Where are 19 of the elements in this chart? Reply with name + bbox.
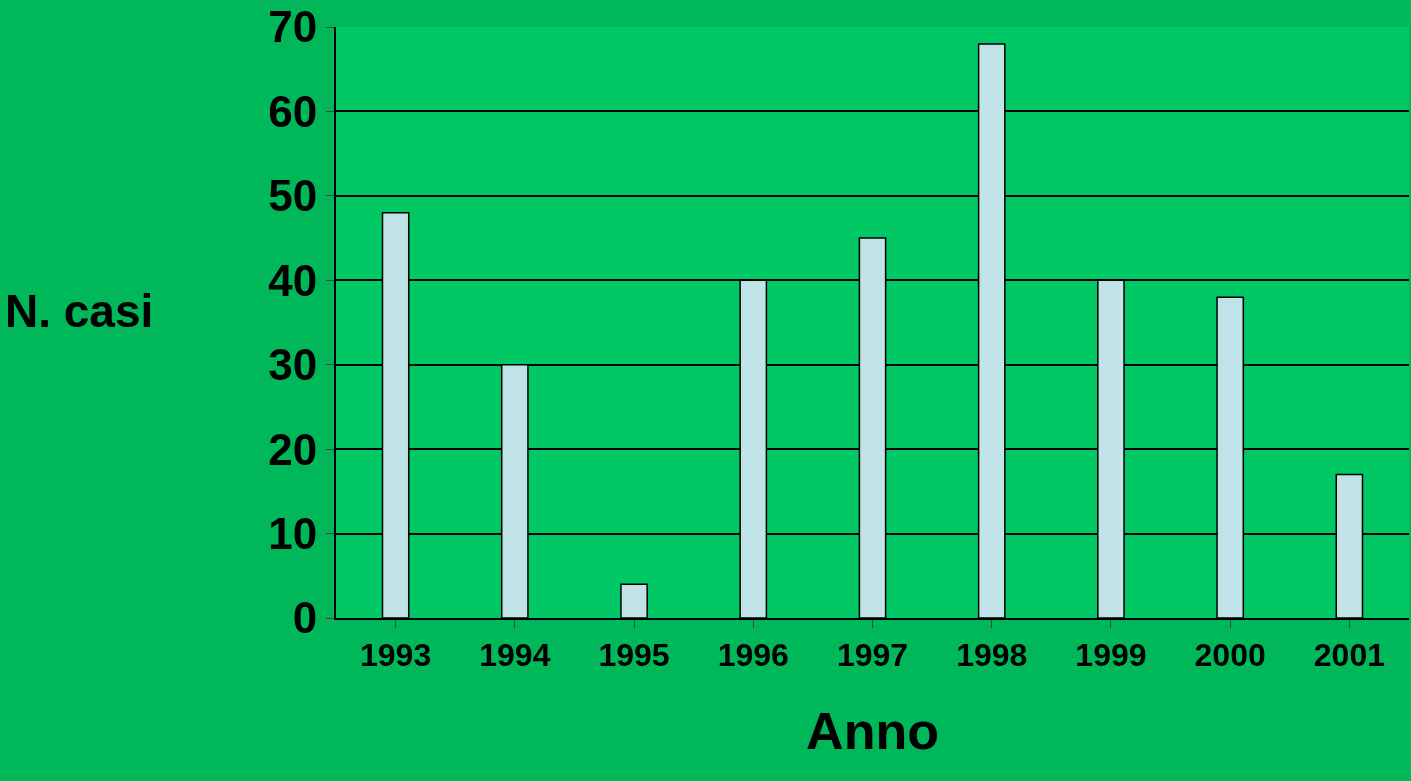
- y-axis-title: N. casi: [5, 285, 154, 337]
- y-tick-label: 70: [268, 2, 318, 52]
- y-tick-label: 10: [268, 508, 318, 558]
- y-tick-label: 20: [268, 424, 318, 474]
- x-tick-label: 1996: [717, 637, 789, 674]
- x-axis-title: Anno: [806, 701, 939, 760]
- y-tick-label: 60: [268, 86, 318, 136]
- y-tick-label: 30: [268, 340, 318, 390]
- x-tick-label: 1999: [1075, 637, 1147, 674]
- x-tick-label: 2000: [1194, 637, 1266, 674]
- y-tick-label: 40: [268, 255, 318, 305]
- y-tick-label: 0: [292, 593, 318, 643]
- x-tick-label: 1993: [360, 637, 432, 674]
- x-tick-label: 1998: [956, 637, 1028, 674]
- x-tick-label: 1997: [836, 637, 909, 674]
- x-tick-label: 1994: [479, 637, 551, 674]
- x-tick-label: 1995: [598, 637, 670, 674]
- x-tick-label: 2001: [1313, 637, 1385, 674]
- y-tick-label: 50: [268, 171, 318, 221]
